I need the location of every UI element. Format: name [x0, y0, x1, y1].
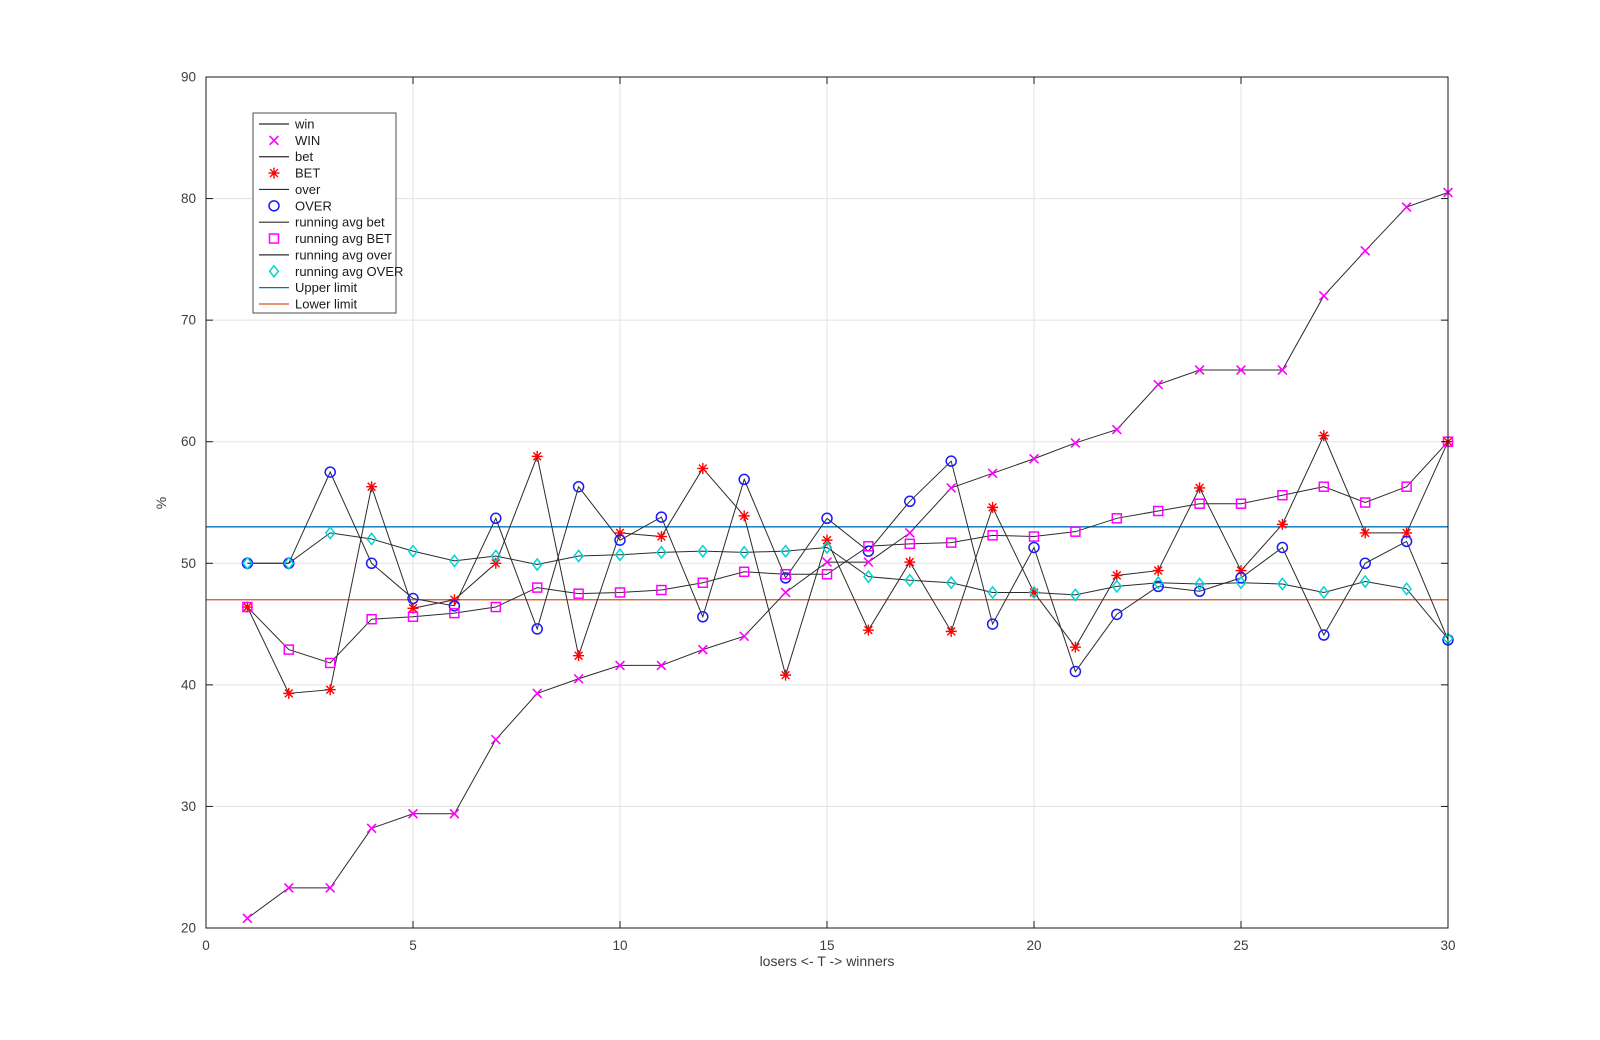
x-tick-label: 20 [1026, 938, 1041, 953]
x-tick-label: 10 [612, 938, 627, 953]
y-tick-label: 20 [181, 921, 196, 936]
y-tick-label: 60 [181, 434, 196, 449]
series-win-line [247, 192, 1449, 919]
y-tick-label: 80 [181, 191, 196, 206]
legend-label: bet [295, 149, 313, 164]
x-tick-label: 15 [819, 938, 834, 953]
legend-item-over: OVER [268, 198, 332, 213]
legend-label: running avg OVER [295, 264, 403, 279]
legend-label: running avg BET [295, 231, 392, 246]
legend-item-running-avg-over: running avg OVER [268, 264, 403, 279]
legend-item-running-avg-over: running avg over [259, 247, 393, 262]
legend-label: over [295, 182, 321, 197]
gridlines [206, 77, 1448, 928]
legend-item-lower-limit: Lower limit [259, 297, 358, 312]
legend-label: running avg bet [295, 215, 385, 230]
legend-item-upper-limit: Upper limit [259, 280, 358, 295]
x-tick-label: 5 [409, 938, 417, 953]
legend-item-over: over [259, 182, 321, 197]
legend-item-win: win [259, 117, 315, 132]
y-tick-label: 90 [181, 70, 196, 85]
x-axis-label: losers <- T -> winners [759, 953, 895, 969]
legend-label: Lower limit [295, 297, 358, 312]
y-axis-label: % [153, 496, 169, 510]
x-tick-label: 0 [202, 938, 210, 953]
series-BET-markers [241, 430, 1454, 699]
series-WIN-markers [242, 187, 1453, 924]
legend-item-bet: bet [259, 149, 313, 164]
legend-label: win [294, 117, 315, 132]
x-tick-label: 30 [1440, 938, 1455, 953]
x-tick-label: 25 [1233, 938, 1248, 953]
series-OVER-markers [241, 455, 1454, 678]
legend-item-running-avg-bet: running avg bet [259, 215, 385, 230]
legend-label: running avg over [295, 247, 393, 262]
legend-label: WIN [295, 133, 320, 148]
series-over-line [247, 460, 1449, 673]
legend-item-running-avg-bet: running avg BET [268, 231, 392, 246]
legend-label: OVER [295, 198, 332, 213]
legend-label: BET [295, 166, 320, 181]
limit-lines [206, 526, 1448, 601]
series-running-avg-bet-line [247, 441, 1449, 664]
legend-item-win: WIN [269, 133, 320, 148]
legend-label: Upper limit [295, 280, 358, 295]
series-running-avg-OVER-markers [242, 526, 1454, 646]
series-running-avg-over-line [247, 532, 1449, 639]
y-tick-label: 30 [181, 799, 196, 814]
series-running-avg-BET-markers [242, 436, 1454, 669]
y-tick-label: 50 [181, 556, 196, 571]
axes: 0 5 10 15 20 25 30 20 30 40 50 60 70 80 90 [181, 70, 1456, 954]
legend-item-bet: BET [268, 166, 320, 181]
series-bet-line [246, 434, 1449, 694]
y-tick-label: 70 [181, 313, 196, 328]
y-tick-label: 40 [181, 677, 196, 692]
